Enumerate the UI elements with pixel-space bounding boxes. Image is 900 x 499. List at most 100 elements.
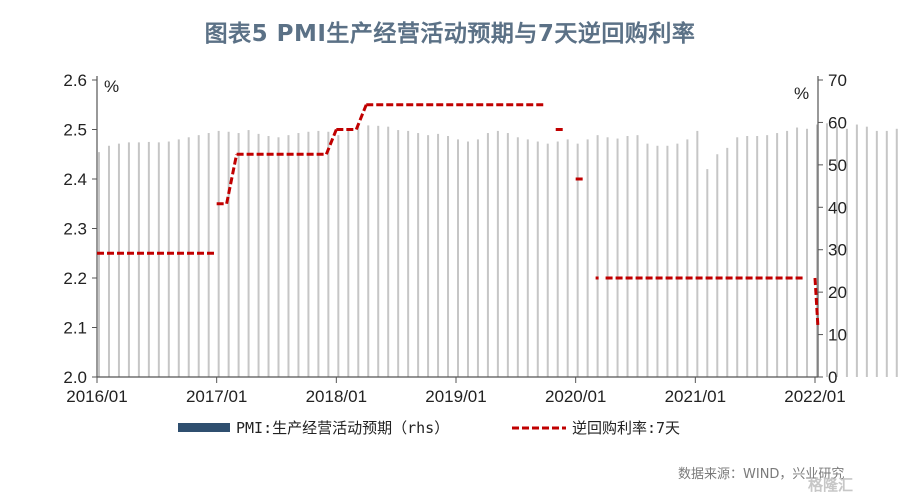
pmi-bar bbox=[397, 130, 400, 377]
pmi-bar bbox=[407, 130, 410, 377]
pmi-bar bbox=[835, 126, 838, 378]
pmi-bar bbox=[626, 136, 629, 377]
pmi-bar bbox=[417, 133, 420, 377]
pmi-bar bbox=[496, 130, 499, 377]
pmi-bar bbox=[776, 133, 779, 377]
legend-rate-label: 逆回购利率:7天 bbox=[572, 419, 680, 437]
pmi-bar bbox=[486, 133, 489, 377]
pmi-bar bbox=[556, 141, 559, 377]
pmi-bar bbox=[367, 125, 370, 377]
pmi-bar bbox=[117, 143, 120, 377]
pmi-bar bbox=[98, 152, 100, 377]
pmi-bar bbox=[387, 126, 390, 378]
pmi-bar bbox=[217, 130, 220, 377]
pmi-bar bbox=[895, 128, 898, 377]
pmi-bar bbox=[526, 139, 529, 377]
pmi-bar bbox=[307, 131, 310, 377]
legend-pmi-label: PMI:生产经营活动预期（rhs） bbox=[236, 419, 449, 437]
pmi-bar bbox=[516, 137, 519, 377]
pmi-bar bbox=[646, 143, 649, 377]
pmi-bar bbox=[267, 136, 270, 377]
left-tick-label: 2.4 bbox=[63, 170, 87, 189]
pmi-bar bbox=[606, 137, 609, 377]
pmi-bar bbox=[177, 139, 180, 377]
pmi-bar bbox=[855, 124, 858, 377]
repo-rate-segment bbox=[813, 277, 820, 328]
x-tick-label: 2018/01 bbox=[306, 387, 367, 406]
right-tick-label: 50 bbox=[828, 156, 847, 175]
right-tick-label: 70 bbox=[828, 71, 847, 90]
pmi-bar bbox=[337, 135, 340, 377]
right-tick-label: 20 bbox=[828, 283, 847, 302]
pmi-bar bbox=[237, 133, 240, 377]
pmi-bar bbox=[865, 126, 868, 378]
pmi-bar bbox=[706, 169, 709, 377]
pmi-bar bbox=[736, 137, 739, 377]
left-axis-unit: % bbox=[104, 77, 119, 96]
pmi-bar bbox=[596, 135, 599, 377]
pmi-bar bbox=[207, 133, 210, 377]
pmi-bar bbox=[726, 147, 729, 377]
x-tick-label: 2022/01 bbox=[784, 387, 845, 406]
pmi-bar bbox=[825, 123, 828, 377]
pmi-bar bbox=[576, 143, 579, 377]
repo-rate-segment bbox=[354, 104, 368, 131]
repo-rate-segment bbox=[324, 128, 338, 155]
pmi-bar bbox=[157, 142, 160, 377]
pmi-bar bbox=[197, 135, 200, 377]
pmi-bar bbox=[676, 143, 679, 377]
pmi-bar bbox=[327, 131, 330, 377]
pmi-bar bbox=[796, 127, 799, 378]
left-tick-label: 2.3 bbox=[63, 220, 87, 239]
pmi-bar bbox=[437, 133, 440, 377]
pmi-bar bbox=[227, 131, 230, 377]
pmi-bar bbox=[786, 130, 789, 377]
pmi-bar bbox=[566, 139, 569, 377]
right-axis-unit: % bbox=[794, 84, 809, 103]
pmi-bar bbox=[347, 128, 350, 377]
right-tick-label: 40 bbox=[828, 198, 847, 217]
pmi-bar bbox=[187, 137, 190, 377]
pmi-bar bbox=[287, 135, 290, 377]
left-tick-label: 2.6 bbox=[63, 71, 87, 90]
pmi-bar bbox=[716, 154, 719, 377]
pmi-bar bbox=[686, 139, 689, 377]
right-tick-label: 10 bbox=[828, 326, 847, 345]
pmi-bar bbox=[137, 142, 140, 377]
right-tick-label: 30 bbox=[828, 241, 847, 260]
left-tick-label: 2.2 bbox=[63, 269, 87, 288]
pmi-bar bbox=[466, 141, 469, 377]
x-tick-label: 2017/01 bbox=[186, 387, 247, 406]
right-tick-label: 60 bbox=[828, 113, 847, 132]
pmi-bar bbox=[806, 128, 809, 377]
pmi-bar bbox=[147, 141, 150, 377]
pmi-bar bbox=[127, 142, 130, 377]
pmi-bar bbox=[875, 130, 878, 377]
x-tick-label: 2019/01 bbox=[425, 387, 486, 406]
pmi-bar bbox=[636, 135, 639, 377]
left-tick-label: 2.0 bbox=[63, 368, 87, 387]
pmi-bar bbox=[447, 136, 450, 377]
watermark: 格隆汇 bbox=[808, 476, 854, 494]
pmi-bar bbox=[696, 130, 699, 377]
pmi-bar bbox=[885, 130, 888, 377]
pmi-bar bbox=[277, 137, 280, 377]
pmi-bar bbox=[107, 145, 110, 377]
legend-pmi-swatch bbox=[178, 423, 230, 432]
pmi-bar bbox=[427, 135, 430, 377]
pmi-bar bbox=[247, 130, 250, 377]
pmi-bar bbox=[666, 145, 669, 377]
pmi-bar bbox=[506, 133, 509, 377]
right-tick-label: 0 bbox=[828, 368, 837, 387]
pmi-bar bbox=[167, 141, 170, 377]
pmi-bar bbox=[457, 139, 459, 377]
pmi-bar bbox=[257, 133, 260, 377]
x-tick-label: 2021/01 bbox=[665, 387, 726, 406]
pmi-bar bbox=[656, 145, 659, 377]
pmi-bar bbox=[845, 128, 848, 377]
x-tick-label: 2016/01 bbox=[66, 387, 127, 406]
left-tick-label: 2.5 bbox=[63, 121, 87, 140]
pmi-bar bbox=[616, 138, 619, 377]
repo-rate-segment bbox=[225, 153, 239, 205]
